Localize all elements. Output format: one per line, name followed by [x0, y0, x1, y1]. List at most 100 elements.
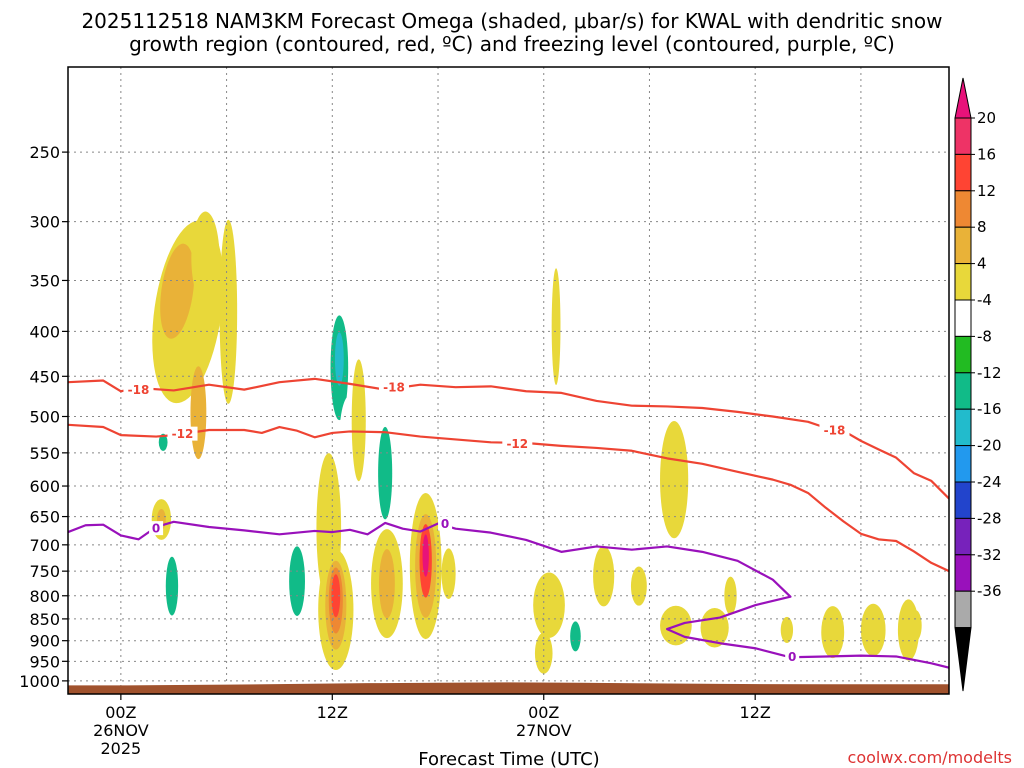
y-tick-label-450: 450	[29, 367, 60, 386]
x-axis-title: Forecast Time (UTC)	[418, 749, 599, 768]
y-tick-label-800: 800	[29, 587, 60, 606]
omega-region-14	[289, 546, 305, 616]
omega-region-2	[191, 211, 220, 305]
y-tick-label-750: 750	[29, 562, 60, 581]
contour-label-bg-1-3	[819, 422, 850, 437]
colorbar-label-12: -32	[977, 546, 1002, 564]
y-tick-label-850: 850	[29, 610, 60, 629]
colorbar-label-10: -24	[977, 473, 1002, 491]
omega-region-42	[630, 566, 647, 606]
omega-region-1	[160, 243, 195, 339]
y-tick-label-550: 550	[29, 444, 60, 463]
omega-region-56	[861, 566, 868, 601]
colorbar-label-5: -4	[977, 291, 992, 309]
colorbar-box-13	[954, 554, 972, 592]
colorbar-box-14	[954, 590, 972, 629]
colorbar-box-9	[954, 408, 972, 447]
contour-label-2-1: -12	[172, 427, 194, 441]
colorbar-arrow-top	[954, 77, 972, 119]
x-tick-label-3: 12Z	[740, 703, 771, 722]
contour-label-bg-1-1	[123, 382, 154, 397]
x-tick-sublabel-0: 26NOV	[93, 721, 149, 740]
omega-region-60	[1019, 622, 1024, 660]
omega-region-7	[158, 433, 168, 451]
y-tick-label-700: 700	[29, 536, 60, 555]
omega-region-46	[724, 576, 737, 615]
omega-region-5	[122, 164, 134, 280]
y-tick-label-500: 500	[29, 407, 60, 426]
omega-region-53	[860, 603, 886, 657]
omega-region-57	[948, 569, 949, 650]
contour-label-bg-3-3	[785, 649, 800, 664]
contour-label-bg-3-1	[149, 521, 164, 536]
contour-label-bg-2-2	[502, 436, 533, 451]
omega-region-34	[441, 548, 456, 599]
colorbar-box-12	[954, 517, 972, 556]
colorbar-label-2: 12	[977, 182, 996, 200]
y-tick-label-600: 600	[29, 477, 60, 496]
chart-title-line2: growth region (contoured, red, ºC) and f…	[129, 32, 895, 56]
omega-region-52	[908, 367, 937, 474]
credit-text: coolwx.com/modelts	[848, 748, 1012, 767]
colorbar-box-3	[954, 190, 972, 228]
colorbar-box-10	[954, 445, 972, 483]
y-tick-label-400: 400	[29, 322, 60, 341]
omega-region-12	[214, 579, 292, 622]
x-tick-label-0: 00Z	[105, 703, 136, 722]
omega-region-47	[780, 616, 794, 644]
chart-title-line1: 2025112518 NAM3KM Forecast Omega (shaded…	[81, 9, 942, 33]
omega-region-41	[593, 546, 615, 607]
omega-region-3	[219, 219, 238, 404]
contour-label-3-1: 0	[152, 522, 160, 536]
omega-region-50	[858, 313, 871, 378]
plot-frame	[67, 66, 950, 695]
omega-region-35	[551, 268, 561, 385]
colorbar-label-13: -36	[977, 582, 1002, 600]
grid-layer	[68, 67, 949, 694]
contour-label-1-3: -18	[824, 423, 846, 437]
omega-region-27	[378, 426, 393, 520]
contour-label-3-3: 0	[788, 650, 796, 664]
colorbar-label-9: -20	[977, 437, 1002, 455]
x-tick-sublabel-2: 27NOV	[516, 721, 572, 740]
ground-terrain	[68, 682, 949, 694]
colorbar-box-8	[954, 372, 972, 410]
ground-layer	[68, 682, 949, 694]
colorbar-box-11	[954, 481, 972, 519]
omega-region-23	[331, 574, 341, 618]
omega-region-40	[570, 621, 581, 652]
colorbar-box-4	[954, 226, 972, 265]
colorbar-arrow-bottom	[954, 627, 972, 692]
y-tick-label-350: 350	[29, 271, 60, 290]
colorbar-label-8: -16	[977, 400, 1002, 418]
contour-label-bg-1-2	[378, 380, 409, 395]
colorbar-label-6: -8	[977, 327, 992, 345]
omega-region-51	[874, 405, 883, 443]
colorbar-box-1	[954, 117, 972, 155]
x-tick-label-1: 12Z	[317, 703, 348, 722]
colorbar: 20 16 12 8 4 -4 -8 -12 -16 -20 -24 -28 -32 -36	[954, 77, 1002, 692]
contour-label-1-1: -18	[128, 383, 150, 397]
omega-region-36	[566, 300, 599, 548]
contour-label-1-2: -18	[383, 381, 405, 395]
omega-region-33	[422, 534, 429, 577]
colorbar-box-6	[954, 299, 972, 337]
y-axis: 250 300 350 400 450 500 550 600 650 700 750 800 850 9…	[19, 143, 68, 691]
contour-label-bg-3-2	[438, 516, 453, 531]
contour-line-3	[68, 520, 949, 669]
omega-region-43	[660, 420, 689, 539]
contour-label-2-2: -12	[506, 437, 528, 451]
omega-region-37	[533, 572, 565, 638]
y-tick-label-250: 250	[29, 143, 60, 162]
contour-label-layer: -18 -18 -18 -12 -12 0 0 0	[123, 380, 850, 664]
colorbar-label-11: -28	[977, 509, 1002, 527]
contour-label-bg-2-1	[167, 426, 198, 441]
colorbar-box-7	[954, 335, 972, 374]
omega-region-49	[821, 606, 845, 659]
omega-region-4	[190, 366, 207, 460]
x-tick-sublabel2-0: 2025	[101, 739, 142, 758]
omega-region-29	[378, 549, 395, 619]
y-tick-label-950: 950	[29, 652, 60, 671]
